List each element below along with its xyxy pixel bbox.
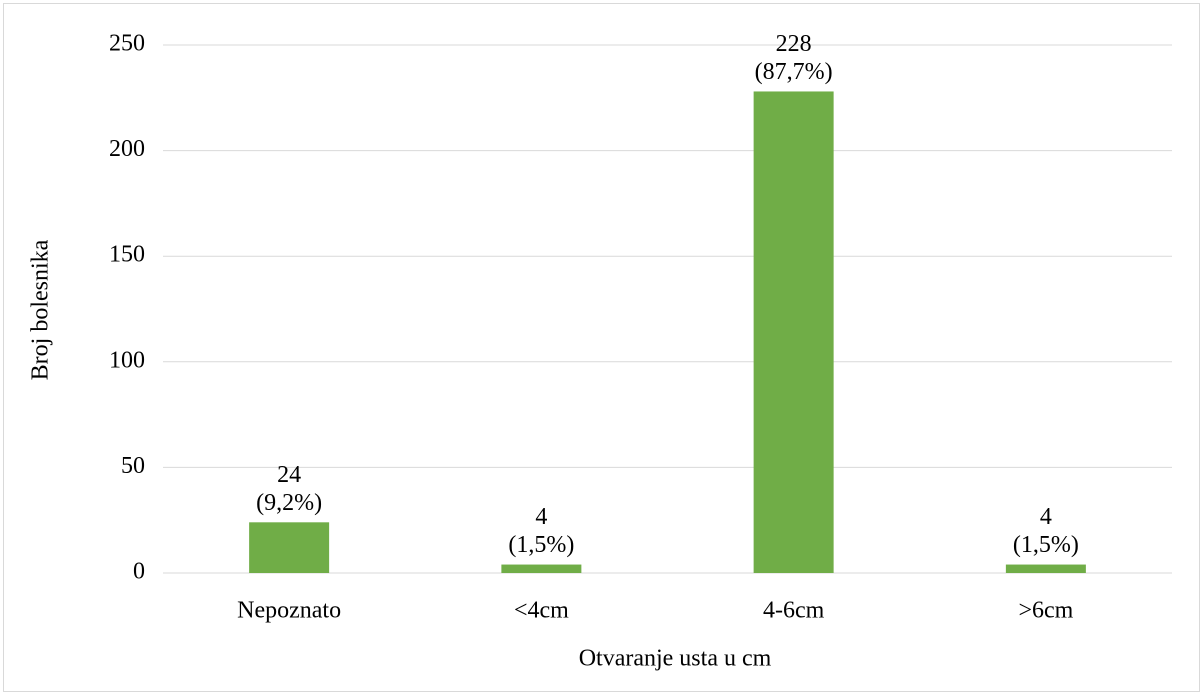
x-tick-label: >6cm (1018, 598, 1073, 624)
y-axis-label: Broj bolesnika (28, 239, 54, 380)
y-tick-label: 150 (109, 242, 145, 268)
data-label: (87,7%) (755, 59, 833, 85)
data-label: (9,2%) (256, 490, 322, 516)
chart-border (3, 3, 1200, 692)
bar (1005, 564, 1086, 573)
data-label: 228 (776, 31, 812, 57)
y-tick-label: 200 (109, 136, 145, 162)
x-tick-label: 4-6cm (763, 598, 825, 624)
data-label: 4 (1040, 504, 1052, 530)
x-axis-label: Otvaranje usta u cm (579, 646, 772, 672)
data-label: (1,5%) (1013, 532, 1079, 558)
data-label: (1,5%) (508, 532, 574, 558)
bar (249, 522, 330, 573)
x-tick-label: Nepoznato (237, 598, 341, 624)
y-tick-label: 50 (121, 453, 145, 479)
bar (501, 564, 582, 573)
y-tick-label: 250 (109, 31, 145, 57)
y-tick-label: 100 (109, 347, 145, 373)
bar (753, 91, 834, 574)
data-label: 24 (277, 462, 301, 488)
x-tick-label: <4cm (514, 598, 569, 624)
y-tick-label: 0 (133, 559, 145, 585)
data-label: 4 (535, 504, 547, 530)
